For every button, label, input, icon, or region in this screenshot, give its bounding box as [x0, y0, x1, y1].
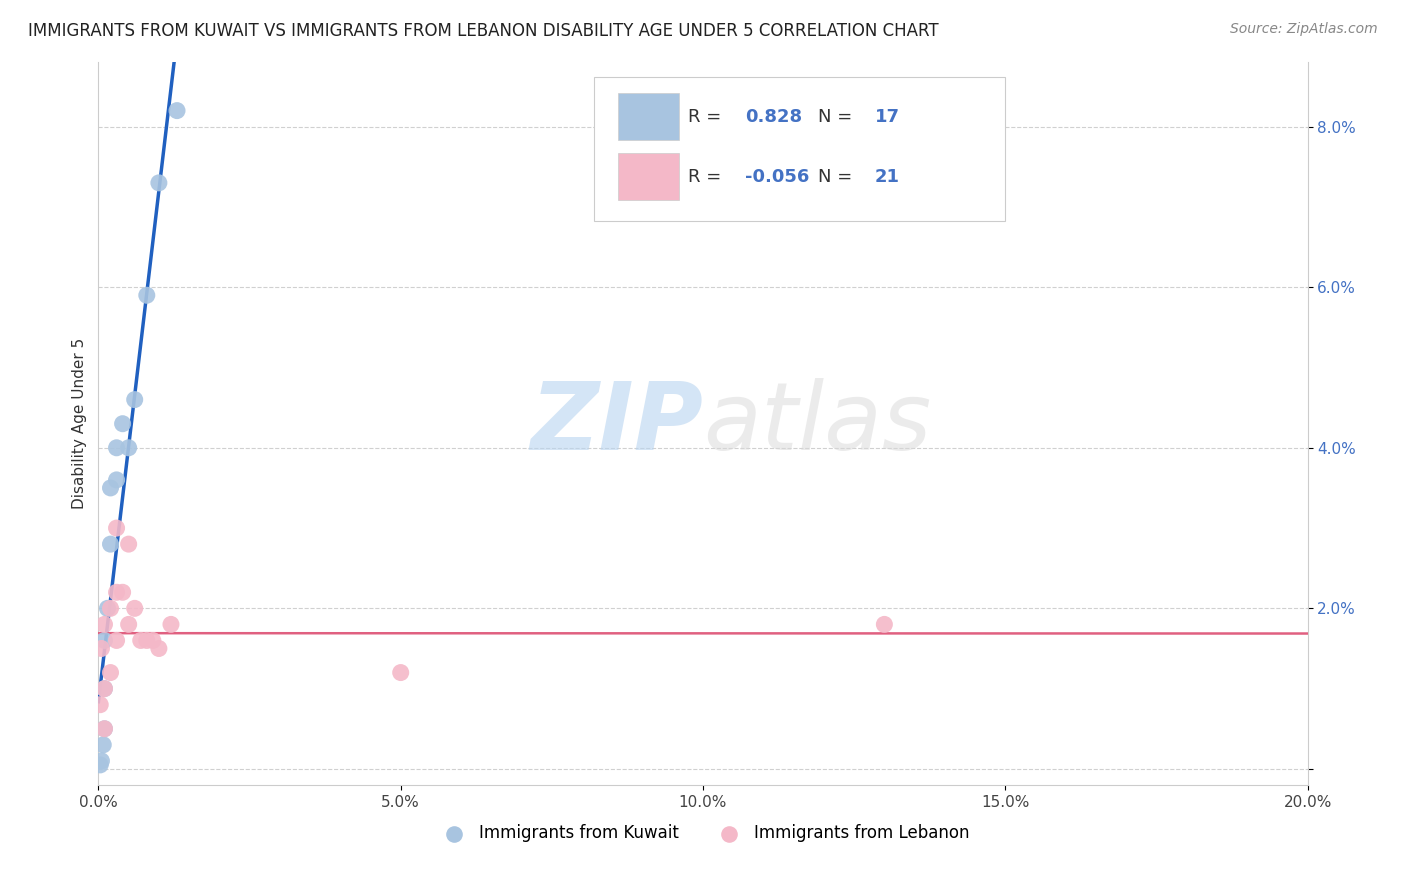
- Point: [93, 681, 115, 696]
- Point: [105, 633, 128, 648]
- Point: [124, 392, 146, 407]
- Text: 0.828: 0.828: [745, 108, 803, 126]
- Point: [91, 738, 114, 752]
- Point: [105, 441, 128, 455]
- Text: IMMIGRANTS FROM KUWAIT VS IMMIGRANTS FROM LEBANON DISABILITY AGE UNDER 5 CORRELA: IMMIGRANTS FROM KUWAIT VS IMMIGRANTS FRO…: [28, 22, 939, 40]
- Point: [100, 481, 122, 495]
- Point: [100, 537, 122, 551]
- Point: [89, 698, 111, 712]
- Text: 17: 17: [875, 108, 900, 126]
- FancyBboxPatch shape: [595, 77, 1005, 221]
- Text: N =: N =: [818, 108, 858, 126]
- Point: [111, 585, 134, 599]
- Text: atlas: atlas: [703, 378, 931, 469]
- FancyBboxPatch shape: [619, 153, 679, 200]
- Point: [118, 617, 141, 632]
- Point: [105, 521, 128, 535]
- Text: N =: N =: [818, 168, 858, 186]
- Point: [93, 681, 115, 696]
- Point: [93, 617, 115, 632]
- Legend: Immigrants from Kuwait, Immigrants from Lebanon: Immigrants from Kuwait, Immigrants from …: [430, 818, 976, 849]
- Point: [118, 537, 141, 551]
- Point: [105, 585, 128, 599]
- Point: [93, 633, 115, 648]
- Point: [111, 417, 134, 431]
- Y-axis label: Disability Age Under 5: Disability Age Under 5: [72, 338, 87, 509]
- Point: [135, 288, 157, 302]
- Text: -0.056: -0.056: [745, 168, 810, 186]
- Point: [100, 601, 122, 615]
- Point: [100, 665, 122, 680]
- Text: ZIP: ZIP: [530, 377, 703, 470]
- Point: [873, 617, 896, 632]
- Point: [142, 633, 165, 648]
- Point: [389, 665, 412, 680]
- Point: [90, 641, 112, 656]
- Point: [129, 633, 152, 648]
- Point: [124, 601, 146, 615]
- Point: [148, 641, 170, 656]
- Point: [93, 722, 115, 736]
- Text: R =: R =: [689, 108, 727, 126]
- Point: [90, 754, 112, 768]
- Text: Source: ZipAtlas.com: Source: ZipAtlas.com: [1230, 22, 1378, 37]
- Point: [148, 176, 170, 190]
- Point: [118, 441, 141, 455]
- FancyBboxPatch shape: [619, 93, 679, 140]
- Point: [96, 601, 118, 615]
- Point: [166, 103, 188, 118]
- Point: [105, 473, 128, 487]
- Point: [89, 758, 111, 772]
- Text: 21: 21: [875, 168, 900, 186]
- Point: [135, 633, 157, 648]
- Point: [160, 617, 183, 632]
- Text: R =: R =: [689, 168, 727, 186]
- Point: [93, 722, 115, 736]
